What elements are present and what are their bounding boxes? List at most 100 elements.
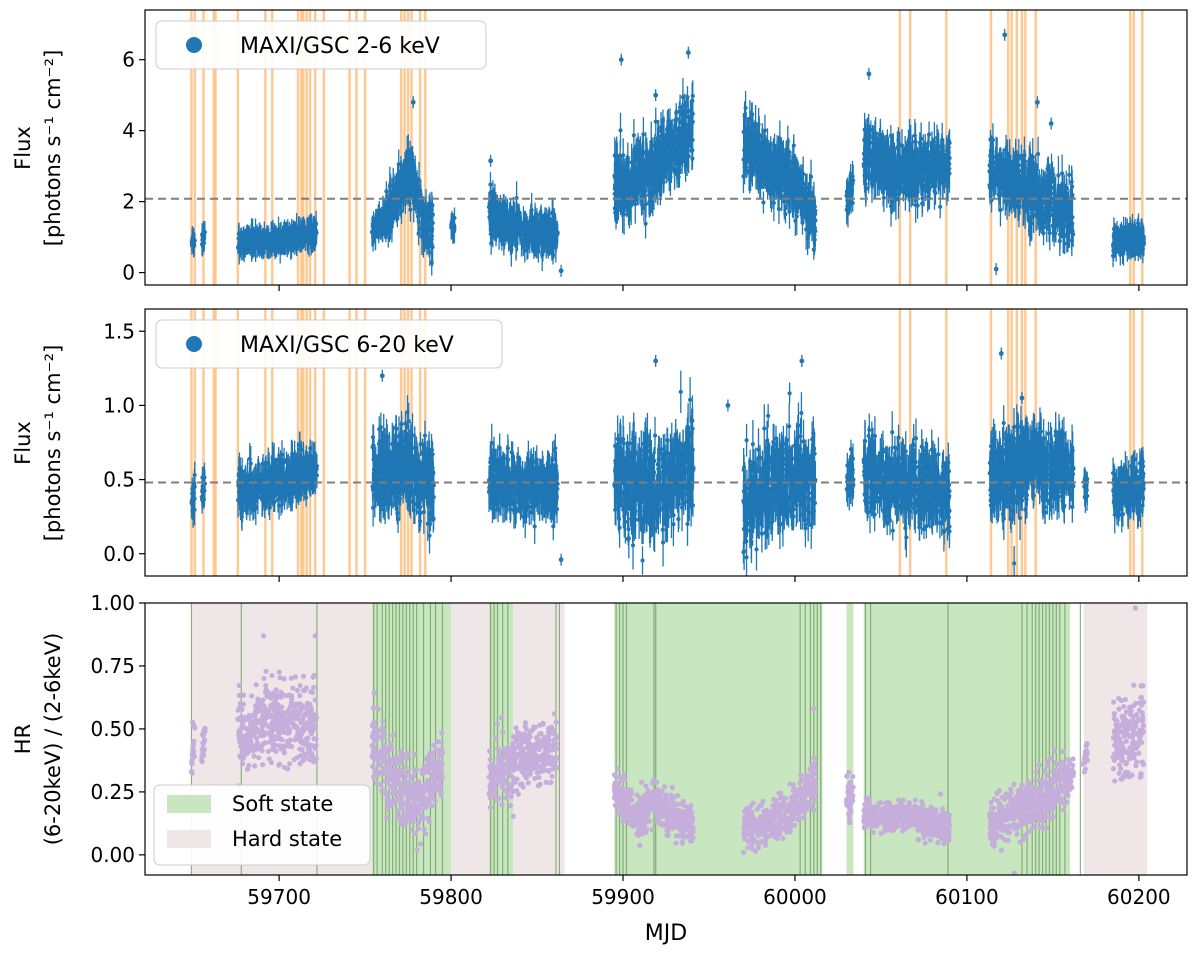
- data-point: [807, 190, 812, 196]
- data-point: [658, 125, 664, 130]
- data-point: [759, 177, 764, 182]
- data-point: [509, 247, 514, 252]
- data-point: [756, 169, 761, 174]
- data-point: [398, 190, 403, 195]
- data-point: [488, 182, 493, 187]
- data-point: [403, 192, 408, 197]
- data-point: [787, 209, 792, 214]
- data-point: [683, 164, 688, 169]
- data-point: [910, 192, 916, 198]
- data-point: [614, 155, 619, 160]
- data-point: [772, 187, 777, 193]
- data-point: [293, 235, 298, 240]
- data-point: [757, 159, 762, 165]
- data-point: [241, 237, 246, 242]
- data-point: [522, 229, 527, 234]
- data-point: [200, 244, 206, 249]
- data-point: [676, 144, 682, 149]
- data-point: [677, 105, 683, 110]
- data-point: [805, 235, 810, 240]
- data-point: [618, 128, 623, 133]
- data-point: [685, 95, 690, 100]
- data-point: [761, 142, 766, 147]
- data-point: [773, 156, 778, 161]
- data-point: [844, 193, 849, 198]
- data-point: [643, 202, 649, 207]
- data-point: [512, 237, 517, 242]
- data-point: [665, 168, 671, 173]
- data-point: [265, 244, 271, 250]
- data-point: [799, 176, 804, 181]
- data-point: [764, 145, 769, 151]
- data-point: [743, 133, 748, 138]
- data-point: [492, 206, 498, 211]
- data-point: [451, 229, 457, 234]
- data-point: [259, 248, 264, 253]
- data-point: [650, 172, 655, 177]
- data-point: [614, 174, 620, 179]
- data-point: [248, 242, 253, 247]
- data-point: [645, 168, 650, 173]
- data-point: [625, 176, 630, 181]
- data-point: [190, 241, 196, 246]
- data-point: [503, 221, 508, 226]
- data-point: [552, 229, 557, 234]
- data-point: [411, 201, 416, 206]
- data-point: [643, 221, 648, 226]
- data-point: [626, 202, 631, 207]
- data-point: [652, 168, 657, 173]
- data-point: [783, 181, 788, 186]
- data-point: [660, 117, 666, 123]
- data-point: [612, 191, 617, 197]
- data-point: [792, 183, 797, 188]
- data-point: [682, 142, 687, 147]
- data-point: [252, 237, 258, 242]
- data-point: [287, 238, 292, 243]
- data-point: [800, 200, 805, 205]
- data-point: [527, 232, 532, 237]
- data-point: [306, 234, 311, 240]
- data-point: [851, 178, 856, 183]
- data-point: [741, 174, 746, 179]
- data-point: [770, 168, 775, 173]
- data-point: [245, 235, 251, 240]
- data-point: [663, 150, 668, 155]
- data-point: [413, 176, 418, 182]
- data-point: [398, 173, 404, 178]
- data-point: [786, 186, 792, 191]
- data-point: [796, 182, 801, 187]
- data-point: [646, 193, 652, 198]
- data-point: [489, 241, 494, 246]
- data-point: [801, 181, 806, 187]
- data-point: [614, 160, 620, 166]
- data-point: [631, 184, 636, 189]
- data-point: [804, 185, 810, 190]
- data-point: [749, 124, 754, 130]
- data-point: [753, 121, 758, 126]
- data-point: [548, 235, 553, 240]
- data-point: [637, 183, 642, 188]
- data-point: [761, 200, 766, 205]
- data-point: [847, 189, 853, 194]
- data-point: [658, 156, 663, 161]
- data-point: [391, 183, 396, 188]
- data-point: [399, 209, 404, 214]
- data-point: [812, 225, 818, 231]
- data-point: [784, 193, 789, 198]
- data-point: [383, 203, 388, 209]
- data-point: [628, 179, 634, 184]
- data-point: [679, 153, 684, 159]
- data-point: [683, 149, 689, 154]
- data-point: [276, 243, 281, 249]
- data-point: [765, 163, 771, 168]
- data-point: [791, 143, 796, 148]
- data-point: [506, 224, 511, 229]
- data-point: [673, 133, 679, 138]
- data-point: [621, 174, 626, 179]
- data-point: [536, 249, 541, 254]
- data-point: [850, 200, 855, 206]
- data-point: [655, 150, 660, 155]
- data-point: [811, 208, 817, 213]
- data-point: [761, 170, 766, 175]
- data-point: [495, 216, 500, 221]
